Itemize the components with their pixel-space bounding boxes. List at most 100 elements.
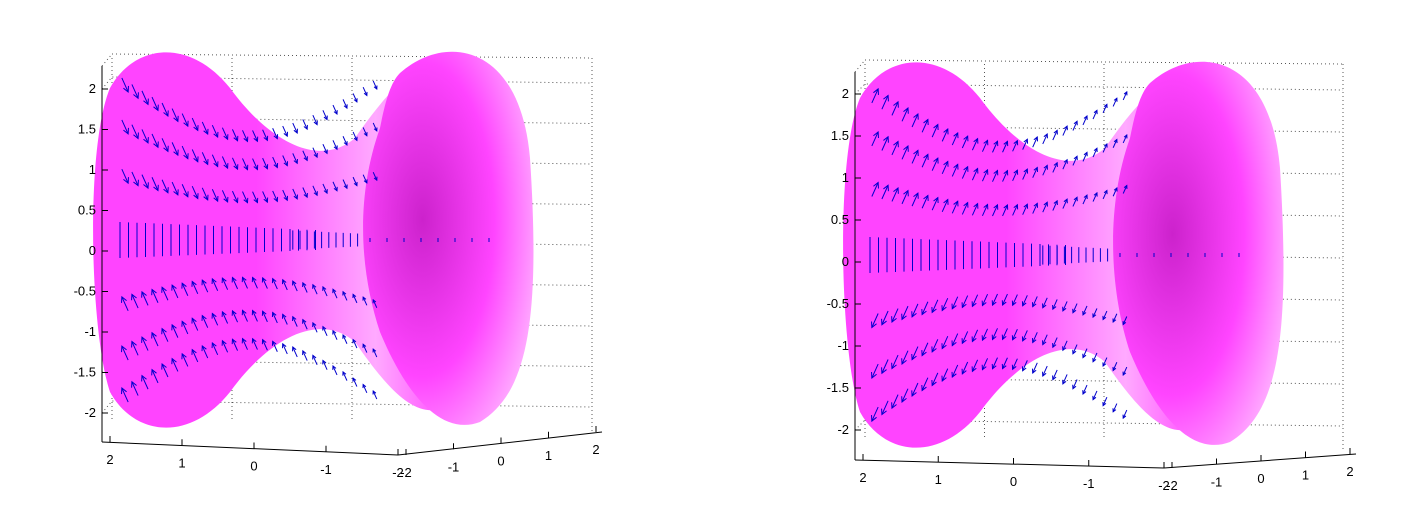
vector-arrow <box>253 197 259 204</box>
vector-arrow <box>961 202 969 215</box>
vector-arrow <box>293 194 298 200</box>
vector-arrow <box>1122 134 1128 144</box>
vector-arrow <box>901 388 909 403</box>
vector-arrow <box>332 181 338 191</box>
vector-arrow <box>312 283 317 289</box>
vector-arrow <box>1012 358 1018 370</box>
vector-arrow <box>983 203 989 210</box>
z-tick-label: -1 <box>837 338 849 353</box>
vector-arrow <box>171 142 179 156</box>
vector-arrow <box>211 341 217 349</box>
vector-arrow <box>131 341 139 356</box>
vector-arrow <box>332 364 337 370</box>
vector-arrow <box>1072 384 1077 390</box>
vector-arrow <box>921 350 927 357</box>
vector-arrow <box>221 339 227 346</box>
vector-arrow <box>262 191 268 203</box>
vector-arrow <box>193 156 199 163</box>
vector-arrow <box>963 201 969 208</box>
vector-arrow <box>1022 139 1028 150</box>
vector-arrow <box>891 101 899 116</box>
vector-arrow <box>283 195 289 202</box>
vector-arrow <box>1072 308 1077 314</box>
vector-arrow <box>302 187 308 198</box>
vector-arrow <box>921 195 929 209</box>
vector-arrow <box>971 294 979 307</box>
vector-arrow <box>343 104 348 110</box>
vector-arrow <box>992 170 998 182</box>
axes <box>854 72 1357 469</box>
vector-arrow <box>171 358 179 372</box>
y-tick-label: 0 <box>497 454 504 469</box>
vector-arrow <box>923 194 929 201</box>
vector-arrow <box>931 346 937 353</box>
vector-arrow <box>881 318 887 326</box>
vector-arrow <box>231 309 237 316</box>
vector-arrow <box>1072 379 1078 389</box>
vector-arrow <box>121 168 129 184</box>
vector-arrow <box>352 293 357 299</box>
vector-arrow <box>161 362 167 370</box>
vector-arrow <box>363 91 368 97</box>
x-tick-label: -1 <box>1083 476 1095 491</box>
vector-arrow <box>971 203 979 216</box>
vector-arrow <box>151 177 159 191</box>
z-tick-label: 2 <box>89 81 96 96</box>
vector-arrow <box>1032 203 1038 214</box>
vector-arrow <box>372 348 377 353</box>
vector-arrow <box>242 191 248 203</box>
vector-arrow <box>322 143 328 154</box>
vector-arrow <box>141 290 147 298</box>
vector-arrow <box>1072 156 1078 166</box>
vector-arrow <box>1073 196 1078 202</box>
vector-arrow <box>241 337 247 344</box>
vector-arrow <box>243 136 249 143</box>
vector-arrow <box>1093 109 1098 115</box>
vector-arrow <box>981 335 987 342</box>
vector-arrow <box>1062 306 1067 312</box>
vector-arrow <box>191 149 199 162</box>
vector-arrow <box>303 156 308 162</box>
vector-arrow <box>923 118 929 126</box>
surface-cap <box>363 51 534 425</box>
vector-arrow <box>1012 204 1018 216</box>
vector-arrow <box>1122 366 1128 376</box>
vector-arrow <box>223 196 229 203</box>
y-tick-label: 2 <box>1346 464 1353 479</box>
vector-arrow <box>181 320 187 327</box>
vector-arrow <box>1082 384 1088 395</box>
y-tick-label: -1 <box>1211 475 1223 490</box>
vector-arrow <box>1082 152 1088 162</box>
vector-arrow <box>362 87 368 96</box>
vector-arrow <box>322 286 328 297</box>
vector-arrow <box>871 313 879 328</box>
vector-arrow <box>273 134 279 140</box>
vector-arrow <box>921 384 927 392</box>
vector-arrow <box>302 318 307 324</box>
vector-arrow <box>332 140 338 150</box>
vector-arrow <box>151 289 159 303</box>
vector-arrow <box>231 339 239 351</box>
vector-arrow <box>123 85 129 93</box>
vector-arrow <box>1072 197 1078 207</box>
vector-arrow <box>322 360 328 370</box>
vector-arrow <box>241 276 247 283</box>
vector-arrow <box>332 104 338 115</box>
y-tick-label: 1 <box>545 448 552 463</box>
z-tick-label: 1.5 <box>78 122 96 137</box>
vector-arrow <box>1032 167 1038 178</box>
vector-arrow <box>173 115 179 123</box>
vector-arrow <box>931 380 937 387</box>
vector-arrow <box>352 294 358 304</box>
vector-arrow <box>911 303 919 318</box>
vector-arrow <box>353 98 358 103</box>
vector-arrow <box>1001 363 1007 370</box>
vector-arrow <box>891 362 897 370</box>
vector-arrow <box>1082 115 1088 126</box>
vector-field <box>119 77 490 403</box>
vector-arrow <box>951 333 959 346</box>
vector-arrow <box>201 279 207 286</box>
z-tick-label: -1 <box>84 324 96 339</box>
vector-arrow <box>1082 390 1087 395</box>
vector-arrow <box>923 153 929 160</box>
